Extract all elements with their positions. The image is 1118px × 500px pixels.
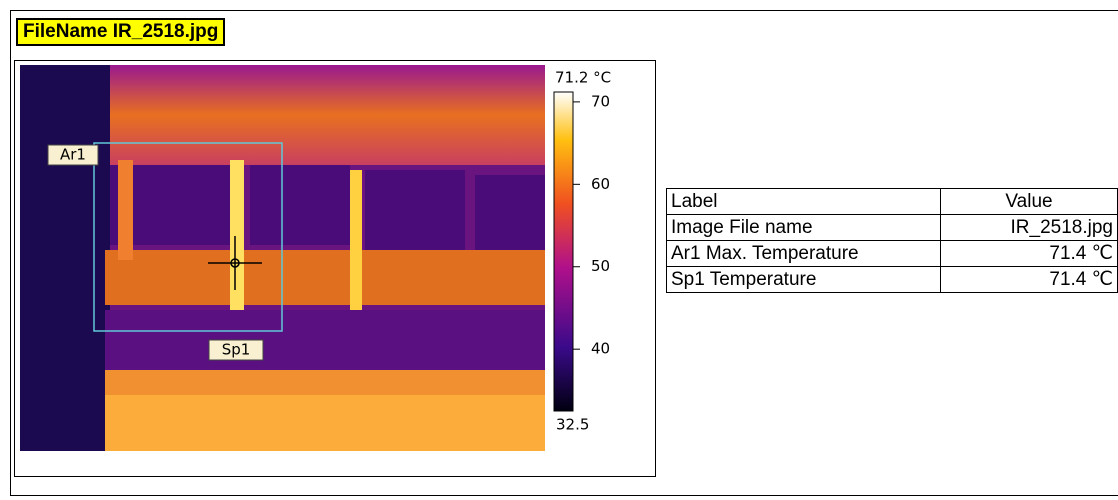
table-row: Ar1 Max. Temperature 71.4 ℃ xyxy=(665,240,1118,267)
colorbar-tick-label: 70 xyxy=(591,92,610,110)
table-row: Image File name IR_2518.jpg xyxy=(665,214,1118,241)
label-cell: Ar1 Max. Temperature xyxy=(665,240,942,267)
header-cell: Value xyxy=(940,188,1118,215)
colorbar xyxy=(553,91,574,412)
value-cell: 71.4 ℃ xyxy=(940,266,1118,293)
value-cell: 71.4 ℃ xyxy=(940,240,1118,267)
label-cell: Image File name xyxy=(665,214,942,241)
spot-label: Sp1 xyxy=(222,341,251,359)
report-frame xyxy=(10,10,1118,496)
spot-label-box xyxy=(208,339,264,361)
spot-crosshair xyxy=(208,236,262,290)
colorbar-min: 32.5 xyxy=(556,416,589,434)
image-frame xyxy=(14,60,656,477)
thermal-view: Ar1 Sp1 71.2 °C 32.5 70 60 50 40 xyxy=(20,65,611,451)
colorbar-tick-label: 40 xyxy=(591,340,610,358)
colorbar-tick-label: 50 xyxy=(591,257,610,275)
area-box xyxy=(93,142,283,332)
file-name-title: FileName IR_2518.jpg xyxy=(16,18,226,46)
area-label-box xyxy=(47,144,99,166)
area-label: Ar1 xyxy=(60,146,86,164)
label-cell: Sp1 Temperature xyxy=(665,266,942,293)
colorbar-tick-label: 60 xyxy=(591,175,610,193)
colorbar-max: 71.2 °C xyxy=(555,69,611,87)
value-cell: IR_2518.jpg xyxy=(940,214,1118,241)
header-row: Label Value xyxy=(665,188,1118,215)
table-row: Sp1 Temperature 71.4 ℃ xyxy=(665,266,1118,293)
header-cell: Label xyxy=(665,188,942,215)
results-table: Label Value Image File name IR_2518.jpg Ar… xyxy=(665,188,1118,293)
